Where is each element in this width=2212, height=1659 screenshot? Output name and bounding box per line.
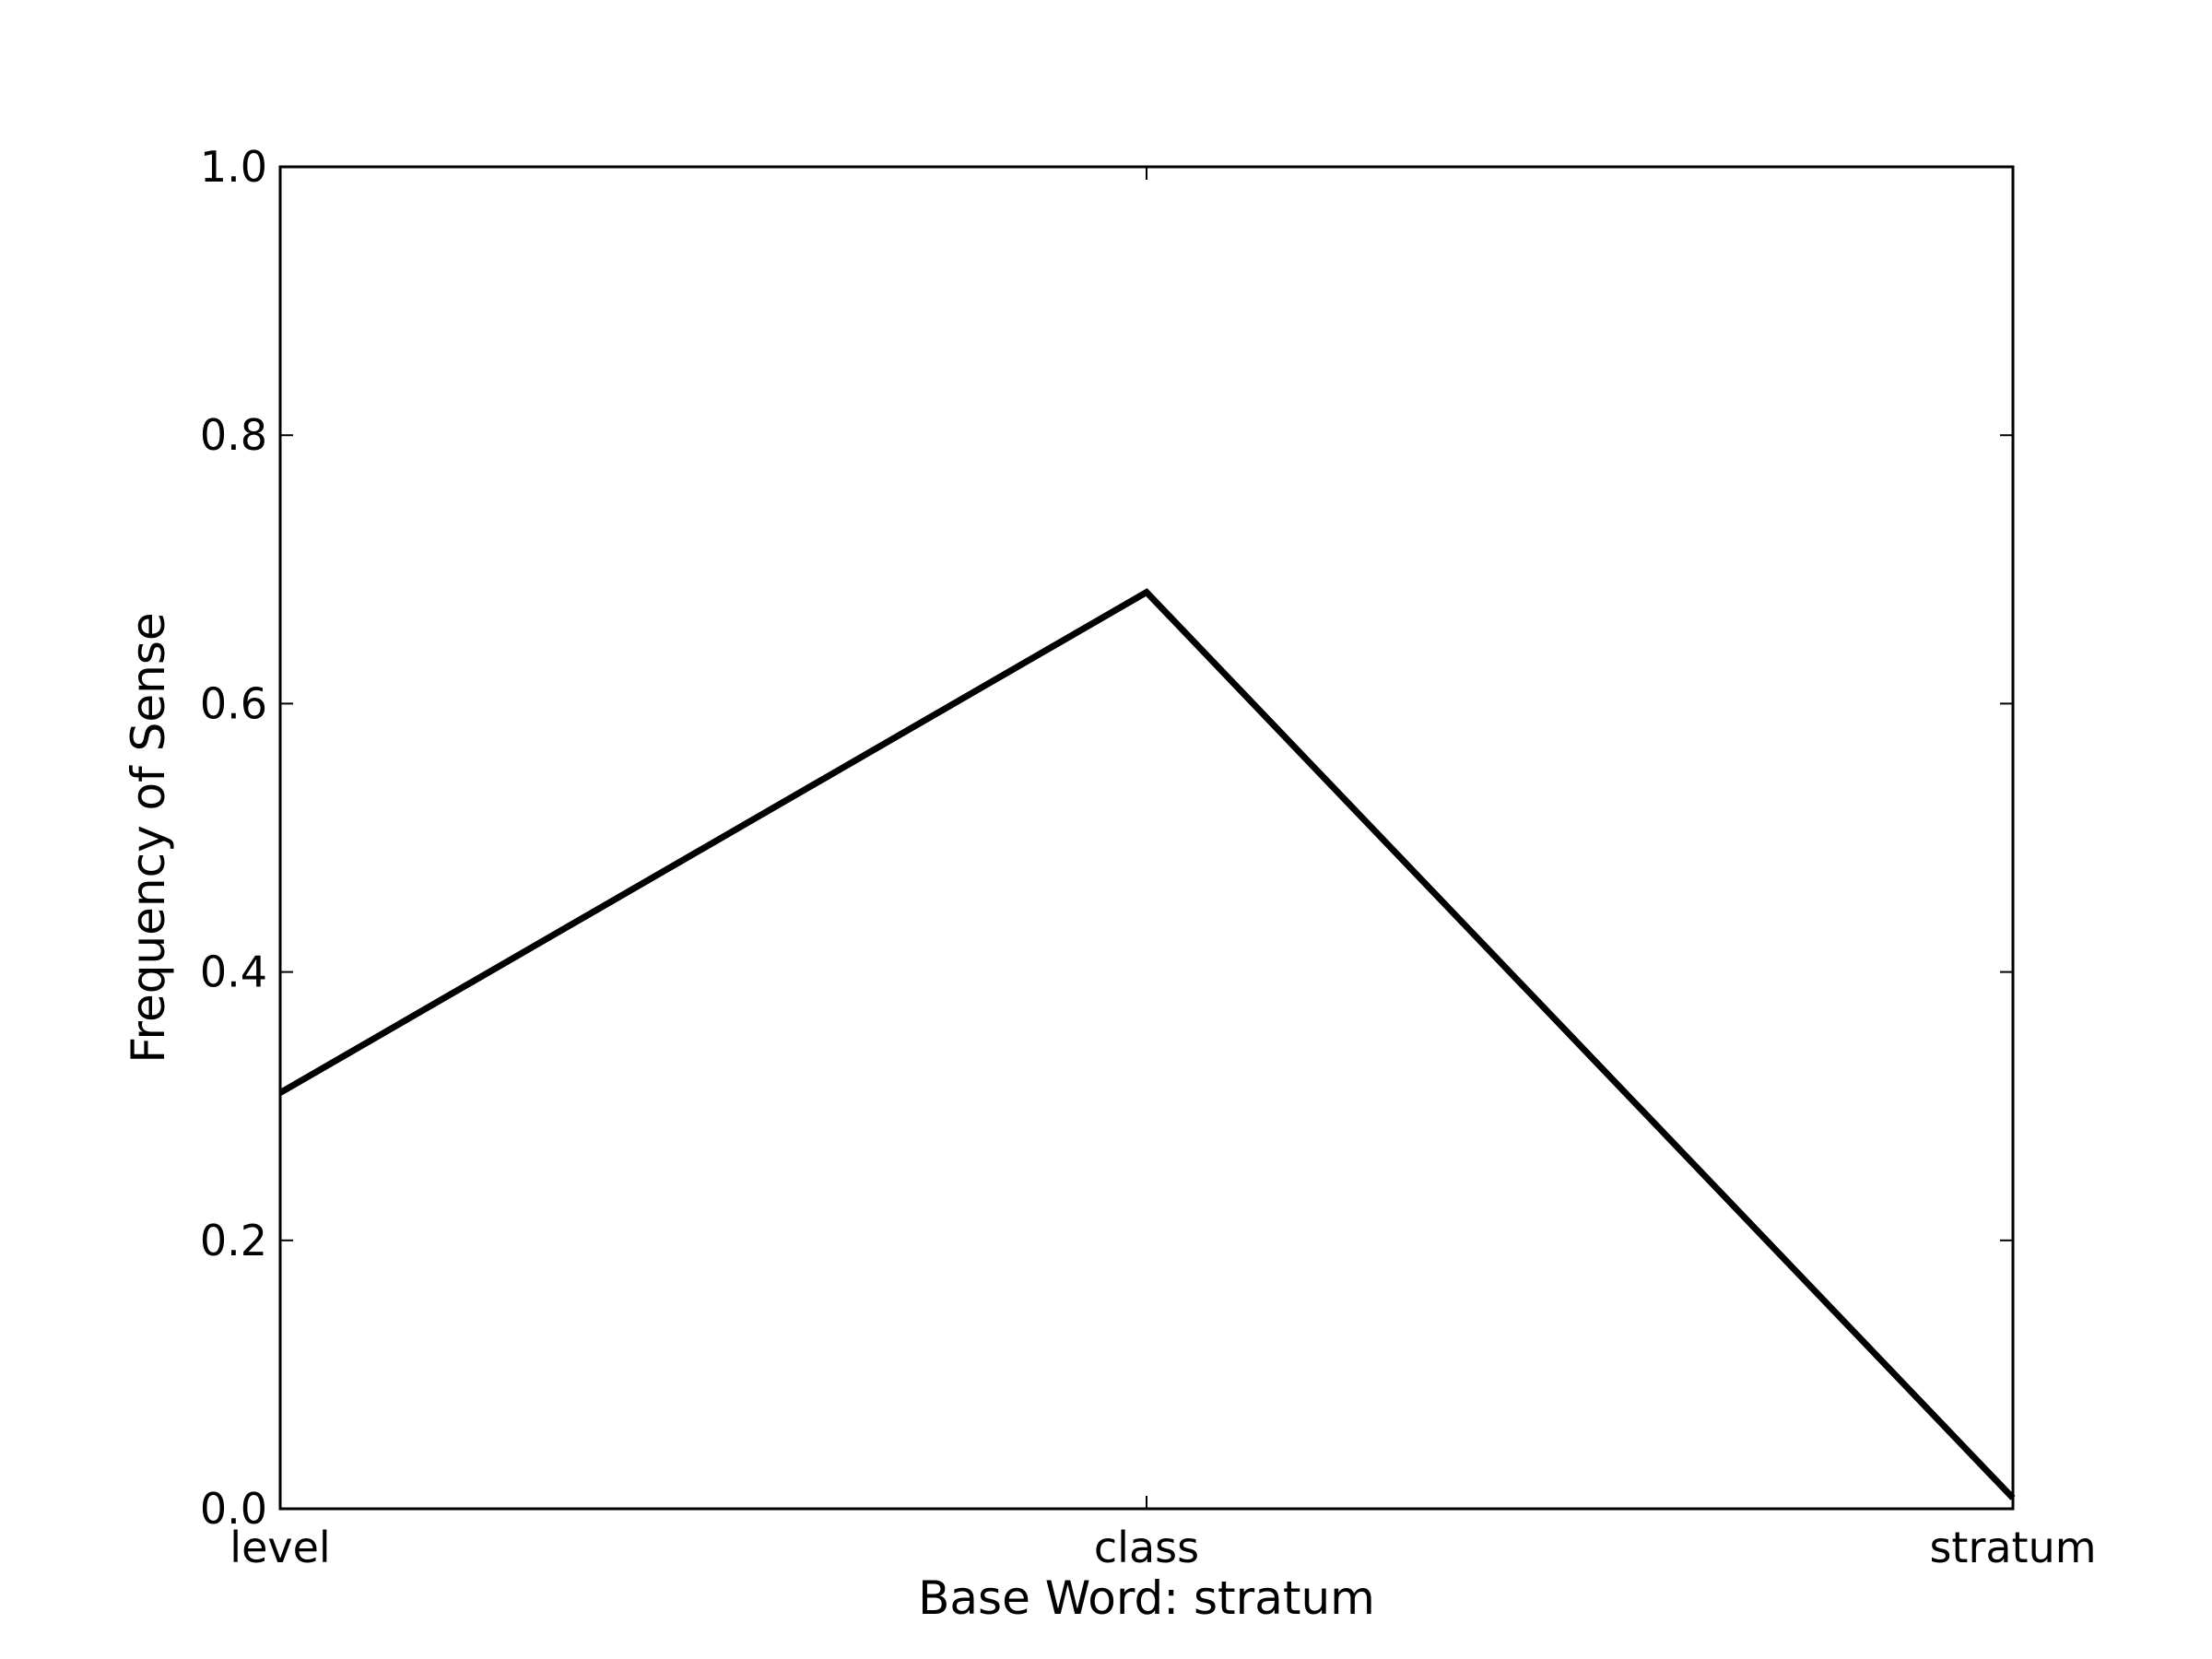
series-line [278,588,2016,1500]
x-axis-title: Base Word: stratum [918,1571,1375,1625]
y-axis-title: Frequency of Sense [122,612,175,1063]
plot-area [280,167,2013,1509]
y-tick-label: 0.4 [200,947,267,997]
y-tick-label: 0.6 [200,678,267,728]
x-tick-label: level [229,1523,330,1572]
plot-frame [278,165,2015,1511]
x-tick-label: class [1094,1523,1199,1572]
y-tick-label: 0.8 [200,410,267,460]
series-layer [278,588,2016,1500]
y-tick-label: 0.2 [200,1216,267,1265]
y-tick-label: 0.0 [200,1484,267,1534]
y-tick-label: 1.0 [200,142,267,192]
tick-labels: 0.0 0.2 0.4 0.6 0.8 1.0 level class stratum [200,142,2097,1572]
x-tick-label: stratum [1929,1523,2096,1572]
